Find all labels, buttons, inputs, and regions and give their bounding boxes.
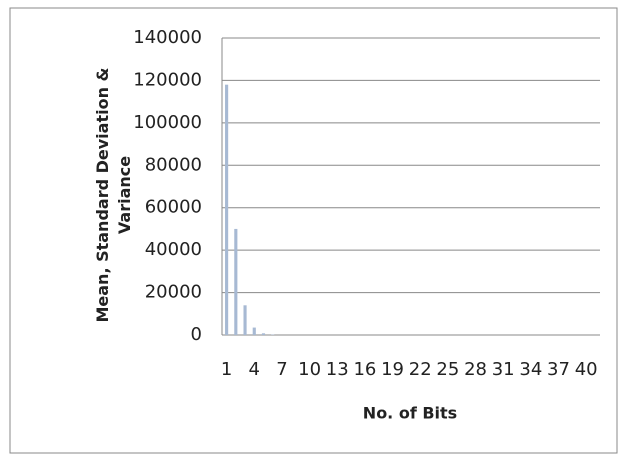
chart-border	[9, 7, 618, 454]
x-tick-label: 25	[436, 359, 459, 380]
x-tick-label: 40	[575, 359, 598, 380]
bar	[234, 228, 238, 335]
x-tick-label: 16	[353, 359, 376, 380]
bar	[252, 327, 256, 335]
x-tick-label: 28	[464, 359, 487, 380]
x-tick-label: 22	[409, 359, 432, 380]
x-tick-label: 4	[249, 359, 260, 380]
y-tick-label: 100000	[133, 112, 202, 133]
x-tick-label: 37	[547, 359, 570, 380]
x-tick-label: 31	[492, 359, 515, 380]
x-axis-title: No. of Bits	[363, 404, 457, 423]
bar	[243, 305, 247, 335]
y-tick-label: 80000	[145, 154, 202, 175]
y-axis-title: Mean, Standard Deviation & Variance	[93, 67, 134, 323]
y-tick-label: 140000	[133, 27, 202, 48]
x-tick-label: 19	[381, 359, 404, 380]
x-tick-label: 7	[276, 359, 287, 380]
y-tick-label: 40000	[145, 239, 202, 260]
bar	[225, 84, 229, 336]
y-tick-label: 20000	[145, 282, 202, 303]
y-tick-label: 120000	[133, 69, 202, 90]
x-tick-label: 1	[221, 359, 232, 380]
bar	[261, 333, 266, 335]
x-tick-label: 13	[326, 359, 349, 380]
x-tick-label: 10	[298, 359, 321, 380]
y-tick-label: 0	[191, 324, 202, 345]
y-tick-label: 60000	[145, 197, 202, 218]
x-tick-label: 34	[519, 359, 542, 380]
